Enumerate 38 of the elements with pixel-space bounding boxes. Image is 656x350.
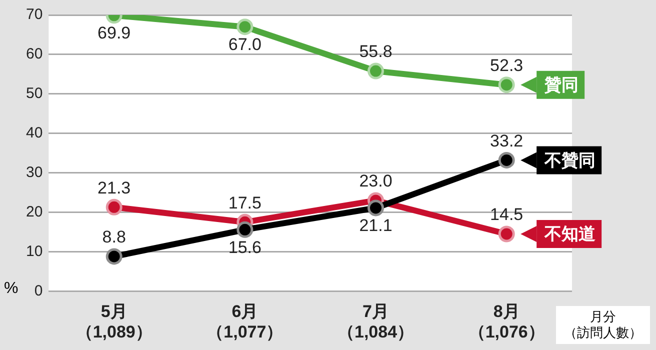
y-axis-title: %	[4, 280, 18, 298]
point	[236, 18, 254, 36]
x-tick-label: 6月（1,077）	[206, 302, 284, 342]
y-tick-label: 50	[26, 85, 43, 102]
data-label: 23.0	[359, 172, 392, 191]
x-tick-label: 7月（1,084）	[337, 302, 414, 342]
data-label: 14.5	[490, 205, 524, 224]
x-tick-label: 8月（1,076）	[468, 302, 545, 342]
point	[498, 152, 515, 168]
point	[498, 76, 515, 94]
point	[236, 221, 254, 238]
data-label: 52.3	[490, 56, 524, 76]
y-tick-label: 10	[26, 242, 43, 260]
data-label: 8.8	[102, 228, 126, 247]
point	[106, 248, 122, 265]
y-tick-label: 30	[26, 164, 43, 181]
point	[368, 200, 384, 216]
data-label: 15.6	[228, 238, 262, 257]
data-label: 67.0	[228, 35, 262, 54]
point	[106, 198, 122, 216]
point	[368, 62, 384, 80]
x-tick-label: 5月（1,089）	[76, 302, 152, 342]
y-tick-label: 40	[26, 124, 43, 142]
point	[498, 226, 515, 242]
y-tick-label: 70	[26, 6, 43, 24]
data-label: 33.2	[490, 131, 524, 150]
x-axis-title: 月分（訪問人數）	[556, 306, 650, 344]
legend-label: 不贊同	[544, 150, 596, 170]
y-tick-label: 20	[26, 203, 43, 220]
data-label: 17.5	[228, 193, 262, 212]
legend-label: 贊同	[544, 76, 579, 95]
y-tick-label: 60	[26, 46, 43, 63]
legend-label: 不知道	[544, 224, 596, 244]
y-tick-label: 0	[34, 282, 43, 300]
data-label: 69.9	[98, 24, 131, 43]
data-label: 21.1	[359, 216, 392, 236]
data-label: 55.8	[359, 42, 392, 62]
data-label: 21.3	[98, 178, 131, 198]
